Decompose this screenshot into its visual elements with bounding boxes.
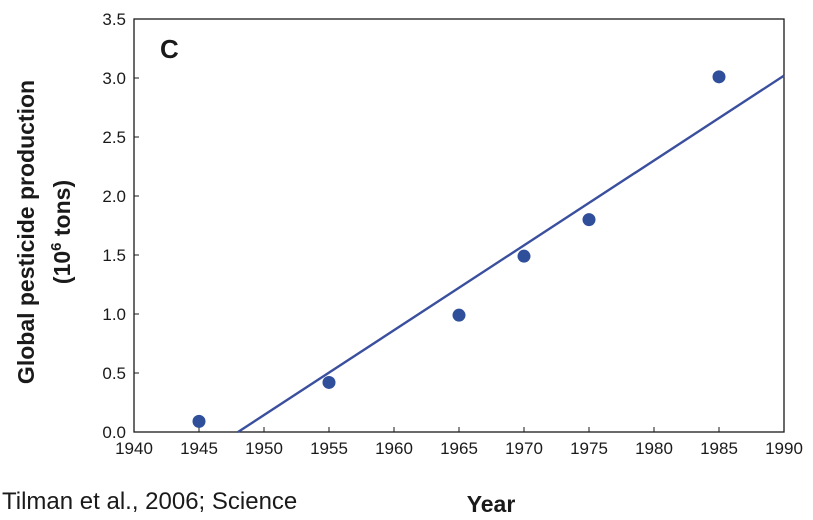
x-tick-label: 1990 bbox=[765, 439, 803, 458]
panel-label: C bbox=[160, 34, 179, 64]
x-tick-label: 1975 bbox=[570, 439, 608, 458]
x-tick-label: 1965 bbox=[440, 439, 478, 458]
data-point bbox=[582, 213, 596, 227]
x-tick-label: 1960 bbox=[375, 439, 413, 458]
data-point bbox=[452, 308, 466, 322]
y-tick-label: 2.5 bbox=[102, 128, 126, 147]
y-tick-label: 0.5 bbox=[102, 364, 126, 383]
x-tick-label: 1985 bbox=[700, 439, 738, 458]
data-point bbox=[517, 249, 531, 263]
citation: Tilman et al., 2006; Science bbox=[2, 488, 298, 515]
y-axis-label: Global pesticide production (106 tons) bbox=[13, 80, 75, 384]
data-point bbox=[192, 414, 206, 428]
data-point bbox=[322, 375, 336, 389]
y-tick-label: 0.0 bbox=[102, 423, 126, 442]
data-point bbox=[712, 70, 726, 84]
y-tick-label: 3.0 bbox=[102, 69, 126, 88]
y-axis-label-suffix: tons) bbox=[49, 180, 75, 243]
x-tick-label: 1980 bbox=[635, 439, 673, 458]
y-tick-label: 1.5 bbox=[102, 246, 126, 265]
y-axis-label-line2: (106 tons) bbox=[48, 180, 75, 284]
y-axis-label-prefix: (10 bbox=[49, 251, 75, 284]
y-tick-label: 2.0 bbox=[102, 187, 126, 206]
y-tick-label: 1.0 bbox=[102, 305, 126, 324]
x-tick-label: 1945 bbox=[180, 439, 218, 458]
x-tick-label: 1950 bbox=[245, 439, 283, 458]
x-tick-label: 1955 bbox=[310, 439, 348, 458]
x-tick-label: 1970 bbox=[505, 439, 543, 458]
x-axis-label: Year bbox=[467, 491, 516, 517]
trend-line bbox=[237, 74, 785, 434]
y-axis-label-line1: Global pesticide production bbox=[13, 80, 39, 384]
y-axis-label-exponent: 6 bbox=[48, 243, 65, 251]
y-tick-label: 3.5 bbox=[102, 10, 126, 29]
plot-frame bbox=[133, 18, 785, 433]
x-tick-label: 1940 bbox=[115, 439, 153, 458]
